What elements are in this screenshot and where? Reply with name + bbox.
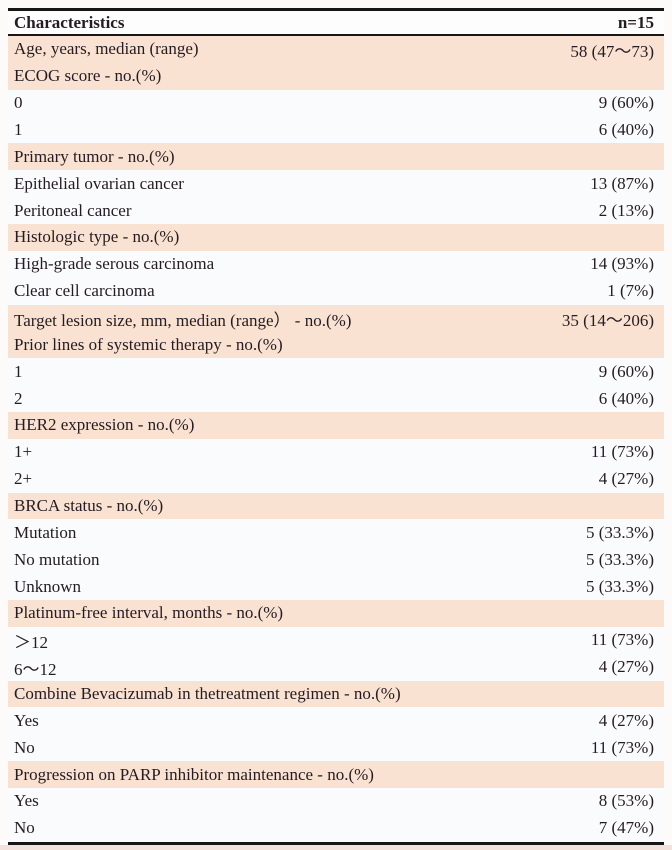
table-row: BRCA status - no.(%) [8, 492, 664, 520]
table-row: ＞12 11 (73%) [8, 626, 664, 654]
bottom-rule [8, 842, 664, 845]
row-value: 6 (40%) [598, 120, 654, 139]
table-body: Age, years, median (range) 58 (47～73) EC… [8, 36, 664, 842]
table-row: 0 9 (60%) [8, 89, 664, 117]
row-label: ECOG score - no.(%) [14, 66, 162, 86]
table-row: Mutation 5 (33.3%) [8, 519, 664, 547]
top-rule [8, 8, 664, 11]
row-label: 6～12 [14, 659, 57, 679]
row-label: Yes [14, 710, 39, 730]
table-row: Histologic type - no.(%) [8, 224, 664, 251]
row-label: Clear cell carcinoma [14, 281, 155, 301]
row-value: 9 (60%) [598, 93, 654, 113]
row-label: Mutation [14, 522, 77, 542]
bottom-margin-strip [0, 845, 672, 850]
row-value: 8 (53%) [598, 791, 654, 811]
table-row: Clear cell carcinoma 1 (7%) [8, 277, 664, 305]
table-row: HER2 expression - no.(%) [8, 412, 664, 439]
row-label: Histologic type - no.(%) [14, 227, 180, 247]
table-row: 1+ 11 (73%) [8, 438, 664, 466]
row-label: Progression on PARP inhibitor maintenanc… [14, 764, 374, 784]
row-label: Prior lines of systemic therapy - no.(%) [14, 334, 283, 354]
row-value: 6 (40%) [598, 388, 654, 408]
row-label: 1+ [14, 442, 33, 462]
table-row: High-grade serous carcinoma 14 (93%) [8, 250, 664, 278]
row-value: 35 (14～206) [561, 310, 654, 330]
table-row: 2 6 (40%) [8, 385, 664, 413]
table-row: 1 9 (60%) [8, 358, 664, 386]
column-header-characteristics: Characteristics [14, 12, 125, 32]
row-value: 4 (27%) [598, 710, 654, 730]
table-header-row: Characteristics n=15 [8, 11, 664, 34]
table-row: 6～12 4 (27%) [8, 653, 664, 681]
row-value: 14 (93%) [590, 254, 654, 274]
row-label: Target lesion size, mm, median (range） -… [14, 310, 352, 330]
table-row: Unknown 5 (33.3%) [8, 573, 664, 601]
column-header-n: n=15 [617, 12, 654, 32]
row-label: ＞12 [14, 632, 48, 652]
row-value: 5 (33.3%) [586, 549, 654, 569]
row-value: 11 (73%) [590, 737, 654, 757]
table-row: Platinum-free interval, months - no.(%) [8, 600, 664, 627]
table-row: Age, years, median (range) 58 (47～73) [8, 36, 664, 63]
row-value: 1 (7%) [607, 281, 654, 301]
table-row: Yes 8 (53%) [8, 788, 664, 815]
table-row: 2+ 4 (27%) [8, 465, 664, 493]
row-value: 5 (33.3%) [586, 522, 654, 542]
row-label: 1 [14, 361, 23, 381]
table-row: No 11 (73%) [8, 734, 664, 762]
row-value: 58 (47～73) [570, 41, 654, 61]
row-value: 11 (73%) [590, 442, 654, 462]
table-row: ECOG score - no.(%) [8, 62, 664, 90]
table-row: No 7 (47%) [8, 814, 664, 842]
row-value: 11 (73%) [590, 630, 654, 650]
row-value: 5 (33.3%) [586, 576, 654, 596]
row-value: 4 (27%) [598, 469, 654, 489]
row-label: 2 [14, 388, 23, 408]
table-row: Progression on PARP inhibitor maintenanc… [8, 761, 664, 789]
header-rule [8, 34, 664, 36]
table-row: Target lesion size, mm, median (range） -… [8, 304, 664, 332]
table-row: Prior lines of systemic therapy - no.(%) [8, 331, 664, 359]
row-value: 7 (47%) [598, 818, 654, 838]
row-label: Epithelial ovarian cancer [14, 173, 184, 193]
table-row: 1 6 (40%) [8, 116, 664, 144]
table-row: Primary tumor - no.(%) [8, 143, 664, 171]
row-value: 13 (87%) [590, 173, 654, 193]
row-value: 4 (27%) [598, 657, 654, 677]
row-label: BRCA status - no.(%) [14, 496, 164, 516]
table-row: Peritoneal cancer 2 (13%) [8, 197, 664, 225]
row-label: No [14, 737, 35, 757]
table-row: Combine Bevacizumab in thetreatment regi… [8, 680, 664, 708]
row-label: HER2 expression - no.(%) [14, 415, 195, 435]
row-label: Primary tumor - no.(%) [14, 146, 175, 166]
row-label: 2+ [14, 469, 33, 489]
row-value: 9 (60%) [598, 361, 654, 381]
row-label: High-grade serous carcinoma [14, 254, 215, 274]
table-row: Epithelial ovarian cancer 13 (87%) [8, 170, 664, 198]
table-row: No mutation 5 (33.3%) [8, 546, 664, 574]
row-label: Age, years, median (range) [14, 39, 199, 59]
row-label: 1 [14, 120, 23, 139]
row-label: Combine Bevacizumab in thetreatment regi… [14, 684, 401, 704]
row-value: 2 (13%) [598, 200, 654, 220]
row-label: Peritoneal cancer [14, 200, 132, 220]
row-label: No mutation [14, 549, 100, 569]
row-label: Unknown [14, 576, 82, 596]
row-label: Platinum-free interval, months - no.(%) [14, 603, 284, 623]
row-label: 0 [14, 93, 23, 113]
row-label: Yes [14, 791, 39, 811]
row-label: No [14, 818, 35, 838]
table-row: Yes 4 (27%) [8, 707, 664, 735]
